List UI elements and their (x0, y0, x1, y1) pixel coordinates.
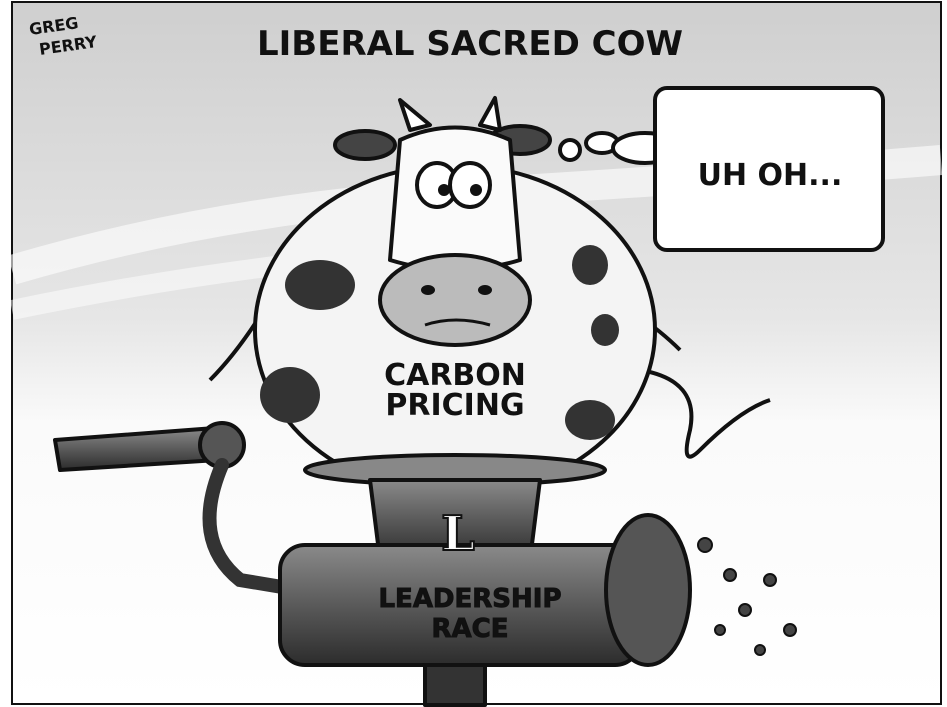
grinder-stand (425, 665, 485, 705)
grinder-label: LEADERSHIP (378, 584, 561, 614)
piece (764, 574, 776, 586)
cow-spot (591, 314, 619, 346)
piece (698, 538, 712, 552)
cartoon: GREG PERRY LIBERAL SACRED COW UH OH... C… (0, 0, 947, 707)
cow-nostril (478, 285, 492, 295)
cow-ear (335, 131, 395, 159)
grinder-logo: L (441, 506, 475, 562)
piece (715, 625, 725, 635)
cow-spot (572, 245, 608, 285)
piece (784, 624, 796, 636)
cow-muzzle (380, 255, 530, 345)
page: {"signature": ["GREG", "PERRY"], "title"… (0, 0, 947, 707)
title: LIBERAL SACRED COW (257, 24, 683, 64)
cow-pupil (438, 184, 450, 196)
cow-spot (285, 260, 355, 310)
piece (724, 569, 736, 581)
cow-label: PRICING (385, 388, 524, 423)
thought-text: UH OH... (698, 158, 843, 193)
grinder-label: RACE (432, 614, 509, 644)
cow-spot (260, 367, 320, 423)
cow-eye (450, 163, 490, 207)
cow-nostril (421, 285, 435, 295)
cow-pupil (470, 184, 482, 196)
piece (739, 604, 751, 616)
cow-spot (565, 400, 615, 440)
thought-dot (560, 140, 580, 160)
grinder-plate (606, 515, 690, 665)
piece (755, 645, 765, 655)
